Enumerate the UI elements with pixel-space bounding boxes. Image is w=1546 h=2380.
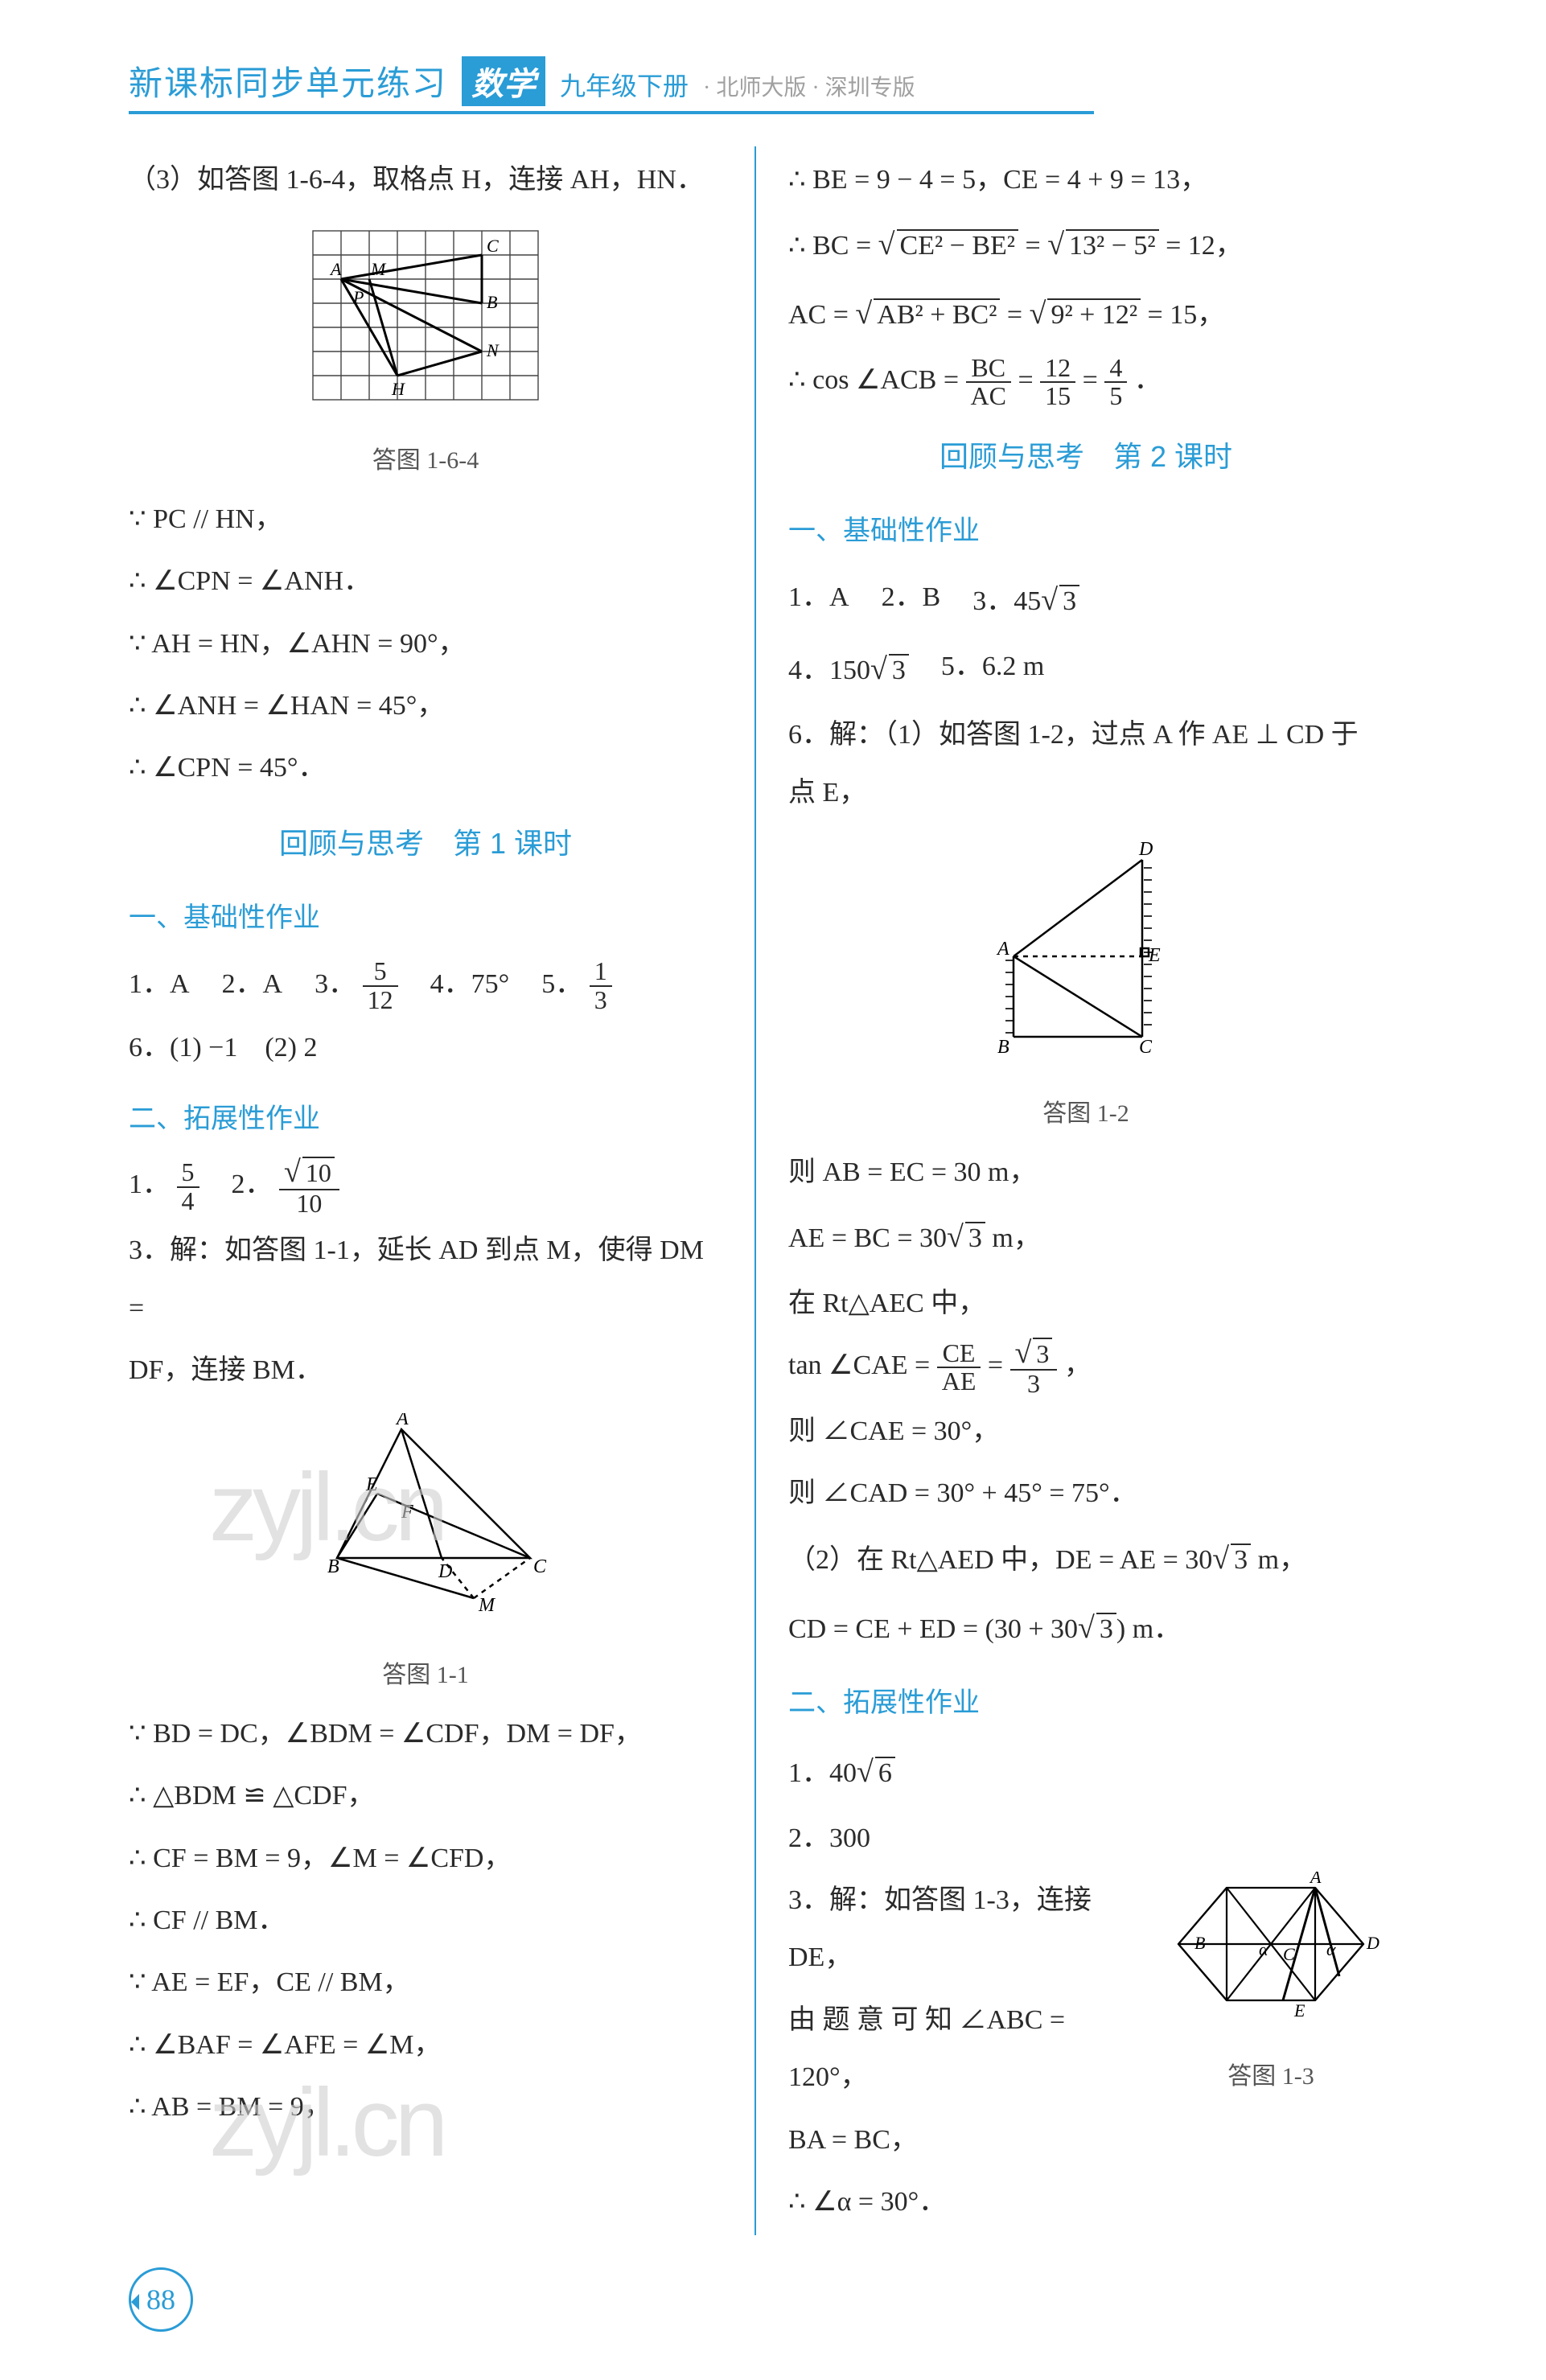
svg-text:B: B	[1194, 1933, 1205, 1953]
svg-text:α: α	[1326, 1939, 1336, 1959]
svg-text:B: B	[487, 292, 497, 312]
svg-text:B: B	[327, 1556, 339, 1577]
figure-1-2: A B C D E 答图 1-2	[788, 836, 1384, 1138]
svg-text:D: D	[1366, 1933, 1379, 1953]
left-column: （3）如答图 1-6-4，取格点 H，连接 AH，HN．	[129, 146, 756, 2235]
content-columns: （3）如答图 1-6-4，取格点 H，连接 AH，HN．	[129, 146, 1433, 2235]
text-line: ∵ BD = DC，∠BDM = ∠CDF，DM = DF，	[129, 1705, 722, 1762]
text-line: AE = BC = 30√3 m，	[788, 1206, 1384, 1270]
text-line: ∴ BC = √CE² − BE² = √13² − 5² = 12，	[788, 213, 1384, 277]
svg-text:A: A	[329, 259, 342, 279]
figure-caption: 答图 1-1	[129, 1650, 722, 1700]
right-column: ∴ BE = 9 − 4 = 5，CE = 4 + 9 = 13， ∴ BC =…	[756, 146, 1384, 2235]
svg-text:P: P	[352, 287, 364, 307]
figure-1-3: A B D E C α α 答图 1-3	[1158, 1872, 1384, 2102]
text-line: ∴ ∠α = 30°．	[788, 2173, 1384, 2230]
ans: 1．A	[129, 956, 190, 1014]
text-line: ∴ ∠BAF = ∠AFE = ∠M，	[129, 2016, 722, 2074]
answer-row: 1．A 2．A 3． 512 4．75° 5． 13	[129, 956, 722, 1014]
answer-row: 1． 54 2． √1010	[129, 1156, 722, 1217]
text-line: ∴ △BDM ≌ △CDF，	[129, 1767, 722, 1824]
ans: 1． 54	[129, 1156, 199, 1217]
svg-text:H: H	[391, 379, 405, 399]
svg-text:D: D	[1138, 839, 1153, 860]
text-line: 1．40√6	[788, 1741, 1384, 1805]
text-line: ∵ AH = HN，∠AHN = 90°，	[129, 615, 722, 672]
text-line: （3）如答图 1-6-4，取格点 H，连接 AH，HN．	[129, 151, 722, 208]
svg-text:A: A	[1309, 1872, 1322, 1887]
svg-text:C: C	[1139, 1037, 1153, 1058]
ans: 5． 13	[541, 956, 612, 1014]
header-grade: 九年级下册	[560, 66, 689, 103]
page-header: 新课标同步单元练习 数学 九年级下册 · 北师大版 · 深圳专版	[129, 56, 1094, 114]
svg-text:B: B	[997, 1037, 1009, 1058]
ans: 4．150√3	[788, 638, 909, 702]
ans: 3．45√3	[972, 569, 1079, 633]
sub-title: 一、基础性作业	[788, 503, 1384, 560]
answer-row: 1．A 2．B 3．45√3	[788, 569, 1384, 633]
svg-text:E: E	[1148, 945, 1161, 966]
text-line: BA = BC，	[788, 2111, 1384, 2168]
page-number: 88	[146, 2283, 175, 2316]
text-line: DF，连接 BM．	[129, 1342, 722, 1399]
text-line: tan ∠CAE = CEAE = √33 ，	[788, 1337, 1384, 1398]
ans: 3． 512	[315, 956, 398, 1014]
text-line: 2．300	[788, 1810, 1384, 1867]
ans: 1．A	[788, 569, 849, 633]
figure-caption: 答图 1-3	[1158, 2051, 1384, 2102]
ans: 2．A	[222, 956, 283, 1014]
text-line: AC = √AB² + BC² = √9² + 12² = 15，	[788, 282, 1384, 347]
figure-caption: 答图 1-2	[788, 1088, 1384, 1139]
text-line: 则 ∠CAE = 30°，	[788, 1403, 1384, 1460]
text-line: ∴ CF = BM = 9，∠M = ∠CFD，	[129, 1830, 722, 1887]
section-title: 回顾与思考 第 2 课时	[788, 426, 1384, 487]
page-number-badge: 88	[129, 2267, 193, 2332]
svg-text:C: C	[1283, 1944, 1295, 1964]
text-line: ∴ ∠CPN = ∠ANH．	[129, 553, 722, 610]
svg-text:D: D	[438, 1561, 452, 1582]
text-line: ∴ BE = 9 − 4 = 5，CE = 4 + 9 = 13，	[788, 151, 1384, 208]
figure-1-1: A B C D E F M 答图 1-1	[129, 1413, 722, 1700]
svg-text:E: E	[1293, 2000, 1305, 2020]
text-line: 6．解：（1）如答图 1-2，过点 A 作 AE ⊥ CD 于点 E，	[788, 706, 1384, 821]
ans: 4．75°	[430, 956, 510, 1014]
text-line: CD = CE + ED = (30 + 30√3) m．	[788, 1597, 1384, 1661]
svg-text:A: A	[395, 1413, 409, 1429]
text-line: ∴ cos ∠ACB = BCAC = 1215 = 45 ．	[788, 351, 1384, 410]
text-line: ∴ ∠CPN = 45°．	[129, 739, 722, 796]
text-line: ∴ AB = BM = 9，	[129, 2078, 722, 2135]
text-line: 6．(1) −1 (2) 2	[129, 1019, 722, 1076]
svg-text:A: A	[996, 939, 1009, 960]
ans: 5．6.2 m	[941, 638, 1044, 702]
text-line: （2）在 Rt△AED 中，DE = AE = 30√3 m，	[788, 1527, 1384, 1592]
svg-text:M: M	[370, 259, 387, 279]
text-line: 3．解：如答图 1-1，延长 AD 到点 M，使得 DM =	[129, 1222, 722, 1337]
text-line: 则 AB = EC = 30 m，	[788, 1144, 1384, 1201]
text-line: ∵ PC // HN，	[129, 491, 722, 548]
svg-text:C: C	[533, 1556, 547, 1577]
svg-text:α: α	[1259, 1939, 1268, 1959]
ans: 2． √1010	[232, 1156, 339, 1217]
text-line: ∴ ∠ANH = ∠HAN = 45°，	[129, 677, 722, 734]
ans: 2．B	[882, 569, 941, 633]
sub-title: 二、拓展性作业	[788, 1675, 1384, 1732]
text-line: 则 ∠CAD = 30° + 45° = 75°．	[788, 1465, 1384, 1522]
text-line: ∴ CF // BM．	[129, 1892, 722, 1949]
header-subject: 数学	[462, 56, 545, 106]
figure-1-6-4: A M C B P N H 答图 1-6-4	[129, 223, 722, 485]
figure-caption: 答图 1-6-4	[129, 435, 722, 486]
svg-text:N: N	[486, 340, 500, 360]
section-title: 回顾与思考 第 1 课时	[129, 813, 722, 874]
sub-title: 一、基础性作业	[129, 890, 722, 947]
header-title: 新课标同步单元练习	[129, 56, 447, 105]
answer-row: 4．150√3 5．6.2 m	[788, 638, 1384, 702]
header-edition: · 北师大版 · 深圳专版	[703, 70, 915, 102]
text-line: 在 Rt△AEC 中，	[788, 1275, 1384, 1332]
text-line: ∵ AE = EF，CE // BM，	[129, 1954, 722, 2011]
svg-text:F: F	[401, 1502, 413, 1523]
svg-text:M: M	[478, 1595, 496, 1616]
svg-text:E: E	[365, 1474, 378, 1495]
sub-title: 二、拓展性作业	[129, 1091, 722, 1148]
svg-text:C: C	[487, 236, 499, 256]
